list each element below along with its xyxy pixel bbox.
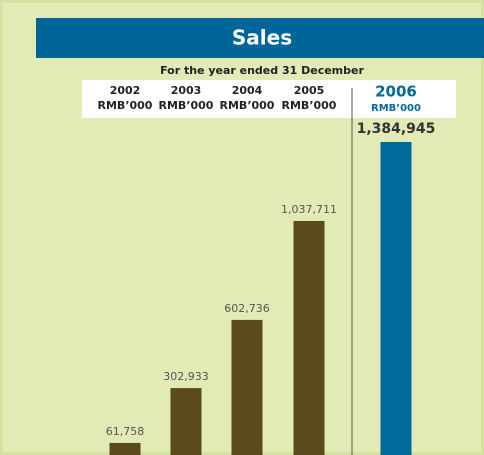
bar — [170, 388, 202, 455]
title-bar — [36, 18, 484, 58]
value-label: 602,736 — [224, 302, 270, 315]
value-label: 61,758 — [106, 425, 145, 438]
category-label: 2003 — [171, 84, 202, 97]
unit-label: RMB’000 — [98, 99, 153, 112]
chart-title: Sales — [232, 26, 292, 50]
bar — [231, 319, 263, 455]
value-label: 1,037,711 — [281, 203, 337, 216]
unit-label: RMB’000 — [371, 103, 421, 114]
bar — [109, 442, 141, 455]
category-label: 2005 — [294, 84, 325, 97]
unit-label: RMB’000 — [159, 99, 214, 112]
category-label: 2004 — [232, 84, 263, 97]
category-label: 2006 — [375, 83, 417, 101]
value-label: 302,933 — [163, 370, 209, 383]
header-band — [82, 80, 456, 118]
bar — [293, 220, 325, 455]
category-label: 2002 — [110, 84, 141, 97]
unit-label: RMB’000 — [220, 99, 275, 112]
bar — [380, 142, 412, 455]
value-label: 1,384,945 — [357, 121, 436, 137]
unit-label: RMB’000 — [282, 99, 337, 112]
chart-subtitle: For the year ended 31 December — [160, 64, 364, 77]
